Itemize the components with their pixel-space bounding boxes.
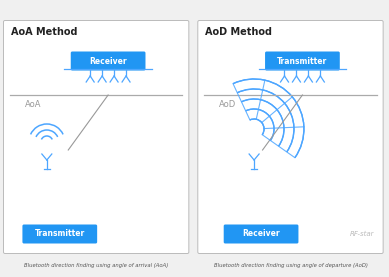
Text: AoA Method: AoA Method [11, 27, 77, 37]
FancyBboxPatch shape [23, 224, 97, 243]
Text: Receiver: Receiver [89, 57, 127, 65]
Text: RF-star: RF-star [349, 231, 374, 237]
FancyBboxPatch shape [224, 224, 298, 243]
FancyBboxPatch shape [198, 20, 383, 253]
Text: AoA: AoA [25, 100, 41, 109]
FancyBboxPatch shape [71, 52, 145, 71]
FancyBboxPatch shape [4, 20, 189, 253]
Text: AoD Method: AoD Method [205, 27, 272, 37]
Text: Bluetooth direction finding using angle of departure (AoD): Bluetooth direction finding using angle … [214, 263, 367, 268]
Text: AoD: AoD [219, 100, 237, 109]
Text: Transmitter: Transmitter [35, 230, 85, 238]
Text: Bluetooth direction finding using angle of arrival (AoA): Bluetooth direction finding using angle … [24, 263, 168, 268]
Text: Transmitter: Transmitter [277, 57, 328, 65]
Text: Receiver: Receiver [242, 230, 280, 238]
FancyBboxPatch shape [265, 52, 340, 71]
